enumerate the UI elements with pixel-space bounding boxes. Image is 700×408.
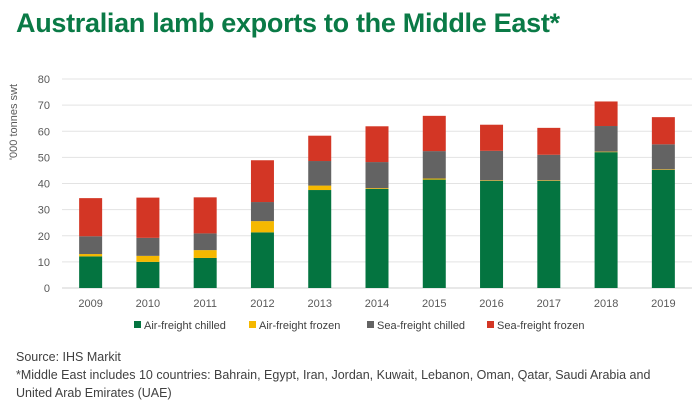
- bar-air-freight-chilled-2015: [422, 179, 446, 288]
- bar-stack-2013: [308, 135, 332, 288]
- bar-air-freight-frozen-2017: [537, 180, 561, 181]
- y-tick-label: 60: [38, 126, 50, 138]
- bar-sea-freight-frozen-2017: [537, 127, 561, 155]
- x-tick-label: 2017: [537, 298, 561, 310]
- bar-air-freight-chilled-2017: [537, 180, 561, 288]
- bar-sea-freight-chilled-2009: [79, 236, 103, 255]
- legend-label: Sea-freight chilled: [377, 320, 465, 332]
- legend-label: Sea-freight frozen: [497, 320, 584, 332]
- x-tick-label: 2015: [422, 298, 446, 310]
- legend-label: Air-freight frozen: [259, 320, 340, 332]
- x-tick-label: 2009: [78, 298, 102, 310]
- x-tick-label: 2019: [651, 298, 675, 310]
- bar-stack-2009: [79, 198, 103, 288]
- bar-stack-2016: [480, 124, 504, 288]
- bar-sea-freight-chilled-2014: [365, 162, 389, 189]
- legend-swatch: [487, 321, 494, 328]
- bar-air-freight-frozen-2014: [365, 188, 389, 189]
- chart-title: Australian lamb exports to the Middle Ea…: [16, 8, 560, 38]
- bar-sea-freight-frozen-2015: [422, 115, 446, 152]
- bar-air-freight-frozen-2016: [480, 180, 504, 181]
- bar-sea-freight-chilled-2015: [422, 151, 446, 179]
- bar-sea-freight-frozen-2012: [250, 160, 274, 203]
- bar-air-freight-chilled-2013: [308, 190, 332, 288]
- bar-sea-freight-chilled-2016: [480, 150, 504, 181]
- bar-sea-freight-chilled-2011: [193, 233, 217, 251]
- y-tick-label: 50: [38, 152, 50, 164]
- bar-sea-freight-frozen-2013: [308, 135, 332, 162]
- footnote-line-2: United Arab Emirates (UAE): [16, 386, 172, 400]
- x-tick-label: 2011: [193, 298, 217, 310]
- bar-air-freight-chilled-2019: [651, 169, 675, 288]
- bar-air-freight-frozen-2012: [250, 221, 274, 233]
- bar-stack-2014: [365, 126, 389, 288]
- y-tick-label: 0: [44, 283, 50, 295]
- legend-item: Sea-freight chilled: [367, 320, 465, 332]
- x-tick-label: 2018: [594, 298, 618, 310]
- bar-stack-2017: [537, 127, 561, 288]
- bar-air-freight-frozen-2015: [422, 178, 446, 180]
- bar-stack-2019: [651, 117, 675, 288]
- bars: [79, 101, 675, 288]
- bar-air-freight-frozen-2009: [79, 254, 103, 257]
- y-tick-label: 10: [38, 257, 50, 269]
- bar-sea-freight-frozen-2018: [594, 101, 618, 127]
- bar-stack-2010: [136, 197, 160, 288]
- x-axis-ticks: 2009 2010 2011 2012 2013 2014 2015 2016 2017 2018…: [78, 298, 675, 310]
- bar-sea-freight-chilled-2012: [250, 202, 274, 222]
- x-tick-label: 2013: [307, 298, 331, 310]
- legend-swatch: [367, 321, 374, 328]
- bar-sea-freight-frozen-2010: [136, 197, 160, 238]
- x-tick-label: 2012: [250, 298, 274, 310]
- legend: Air-freight chilled Air-freight frozen Sea…: [134, 320, 584, 332]
- bar-stack-2018: [594, 101, 618, 288]
- bar-stack-2012: [250, 160, 274, 288]
- bar-air-freight-frozen-2018: [594, 151, 618, 153]
- bar-air-freight-frozen-2011: [193, 250, 217, 258]
- bar-sea-freight-frozen-2014: [365, 126, 389, 163]
- bar-air-freight-frozen-2019: [651, 169, 675, 170]
- bar-air-freight-chilled-2010: [136, 261, 160, 288]
- y-axis-label: '000 tonnes swt: [8, 84, 20, 160]
- y-tick-label: 30: [38, 205, 50, 217]
- legend-item: Air-freight chilled: [134, 320, 226, 332]
- bar-sea-freight-frozen-2011: [193, 197, 217, 234]
- legend-item: Air-freight frozen: [249, 320, 340, 332]
- bar-air-freight-chilled-2011: [193, 257, 217, 288]
- bar-sea-freight-chilled-2013: [308, 161, 332, 186]
- bar-stack-2011: [193, 197, 217, 288]
- legend-swatch: [134, 321, 141, 328]
- bar-sea-freight-frozen-2019: [651, 117, 675, 145]
- x-tick-label: 2010: [136, 298, 160, 310]
- bar-air-freight-frozen-2013: [308, 185, 332, 191]
- y-tick-label: 80: [38, 74, 50, 86]
- bar-sea-freight-frozen-2009: [79, 198, 103, 237]
- x-tick-label: 2016: [479, 298, 503, 310]
- legend-label: Air-freight chilled: [144, 320, 226, 332]
- bar-sea-freight-frozen-2016: [480, 124, 504, 151]
- footnote-line-1: *Middle East includes 10 countries: Bahr…: [16, 368, 651, 382]
- legend-swatch: [249, 321, 256, 328]
- legend-item: Sea-freight frozen: [487, 320, 584, 332]
- y-tick-label: 70: [38, 100, 50, 112]
- bar-air-freight-chilled-2016: [480, 180, 504, 288]
- bar-sea-freight-chilled-2017: [537, 154, 561, 181]
- bar-sea-freight-chilled-2010: [136, 237, 160, 256]
- x-tick-label: 2014: [365, 298, 389, 310]
- bar-air-freight-chilled-2018: [594, 152, 618, 288]
- y-tick-label: 20: [38, 231, 50, 243]
- bar-stack-2015: [422, 115, 446, 288]
- bar-air-freight-chilled-2014: [365, 188, 389, 288]
- bar-air-freight-chilled-2012: [250, 232, 274, 288]
- bar-air-freight-frozen-2010: [136, 255, 160, 262]
- bar-air-freight-chilled-2009: [79, 256, 103, 288]
- notes: Source: IHS Markit *Middle East includes…: [16, 348, 696, 402]
- source-note: Source: IHS Markit: [16, 350, 121, 364]
- bar-sea-freight-chilled-2018: [594, 126, 618, 152]
- bar-sea-freight-chilled-2019: [651, 144, 675, 170]
- y-tick-label: 40: [38, 179, 50, 191]
- y-axis-ticks: 0 10 20 30 40 50 60 70 80: [38, 74, 50, 295]
